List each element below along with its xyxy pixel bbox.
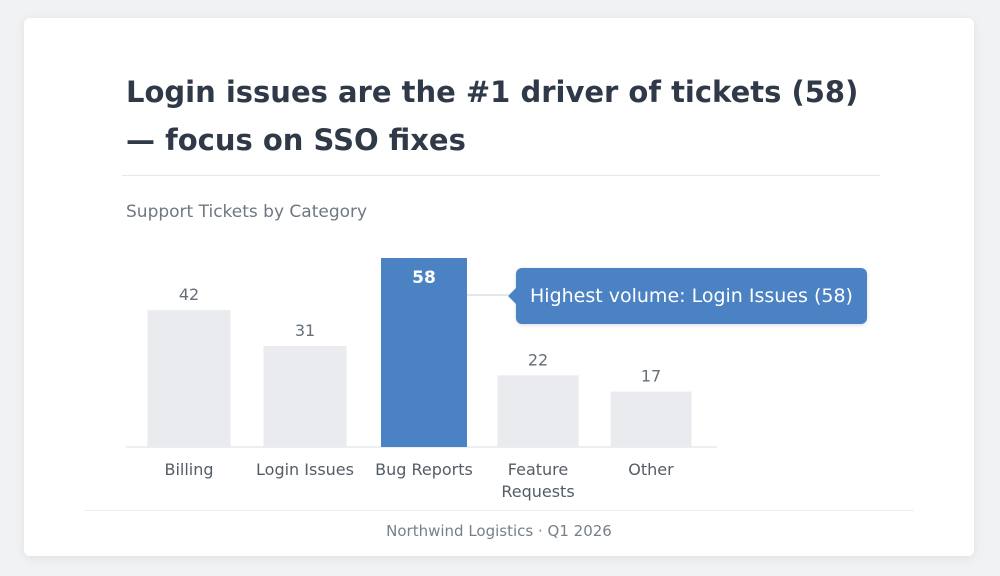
headline: Login issues are the #1 driver of ticket… [126, 75, 859, 157]
category-label-login-issues: Login Issues [256, 460, 354, 479]
value-label-other: 17 [641, 367, 661, 386]
chart-card: Login issues are the #1 driver of ticket… [24, 18, 974, 556]
bar-billing [147, 310, 231, 447]
bar-login-issues [263, 345, 347, 447]
value-label-feature-requests: 22 [528, 350, 548, 369]
category-label-billing: Billing [164, 460, 213, 479]
callout-text: Highest volume: Login Issues (58) [530, 285, 853, 307]
footer-divider [84, 510, 914, 511]
highest-volume-callout: Highest volume: Login Issues (58) [508, 268, 867, 324]
headline-divider [122, 175, 880, 176]
value-label-billing: 42 [179, 285, 199, 304]
bar-feature-requests [497, 375, 579, 447]
category-label-other: Other [628, 460, 674, 479]
bar-other [610, 391, 692, 447]
chart-title: Support Tickets by Category [126, 202, 368, 222]
bar-chart: 42 Billing 31 Login Issues 58 Bug Reports 22 Fe… [126, 258, 717, 501]
callout-pointer [508, 288, 516, 304]
bar-bug-reports [381, 258, 467, 447]
category-label-feature-requests: Feature Requests [501, 460, 574, 501]
footer-source: Northwind Logistics · Q1 2026 [386, 522, 612, 540]
value-label-login-issues: 31 [295, 321, 315, 340]
value-label-bug-reports: 58 [412, 268, 436, 288]
category-label-bug-reports: Bug Reports [375, 460, 473, 479]
